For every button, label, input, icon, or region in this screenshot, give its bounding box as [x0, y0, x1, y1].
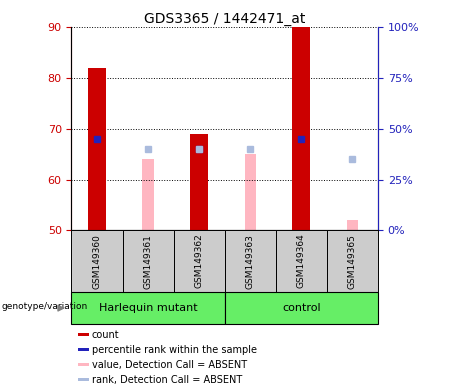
- Bar: [77, 363, 89, 366]
- Bar: [77, 333, 89, 336]
- Text: GSM149362: GSM149362: [195, 234, 204, 288]
- Bar: [225, 292, 378, 324]
- Text: count: count: [92, 330, 119, 340]
- Bar: [292, 27, 310, 230]
- Bar: [174, 230, 225, 292]
- Text: control: control: [282, 303, 321, 313]
- Bar: [245, 154, 256, 230]
- Text: percentile rank within the sample: percentile rank within the sample: [92, 345, 257, 355]
- Bar: [71, 230, 123, 292]
- Bar: [194, 149, 205, 230]
- Text: GSM149365: GSM149365: [348, 234, 357, 288]
- Bar: [142, 159, 154, 230]
- Text: rank, Detection Call = ABSENT: rank, Detection Call = ABSENT: [92, 374, 242, 384]
- Bar: [190, 134, 208, 230]
- Bar: [276, 230, 327, 292]
- Text: GSM149363: GSM149363: [246, 234, 255, 288]
- Text: value, Detection Call = ABSENT: value, Detection Call = ABSENT: [92, 360, 247, 370]
- Bar: [77, 378, 89, 381]
- Text: genotype/variation: genotype/variation: [1, 302, 88, 311]
- Bar: [71, 292, 225, 324]
- Bar: [347, 220, 358, 230]
- Text: GSM149364: GSM149364: [297, 234, 306, 288]
- Bar: [225, 230, 276, 292]
- Bar: [327, 230, 378, 292]
- Text: GSM149360: GSM149360: [93, 234, 101, 288]
- Text: Harlequin mutant: Harlequin mutant: [99, 303, 197, 313]
- Bar: [88, 68, 106, 230]
- Bar: [123, 230, 174, 292]
- Bar: [77, 348, 89, 351]
- Title: GDS3365 / 1442471_at: GDS3365 / 1442471_at: [144, 12, 306, 26]
- Text: GSM149361: GSM149361: [143, 234, 153, 288]
